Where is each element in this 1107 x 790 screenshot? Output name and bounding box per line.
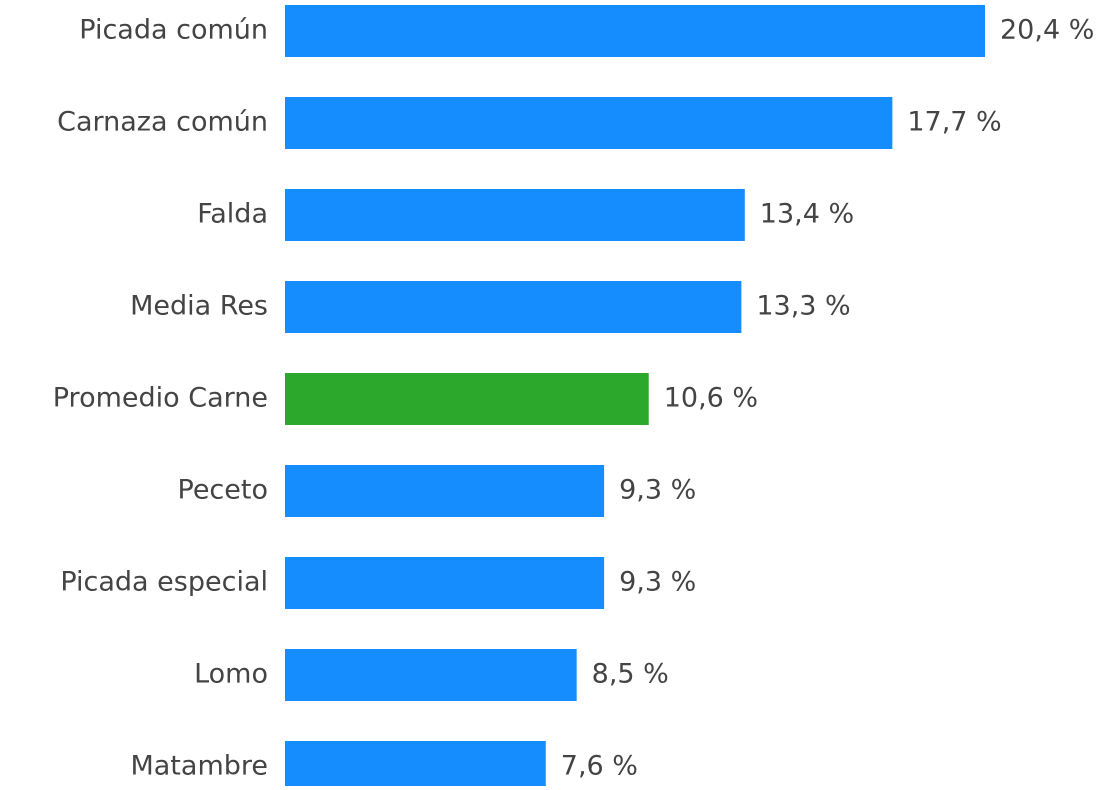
bar [285,649,577,701]
value-label: 13,3 % [756,291,850,322]
bar [285,557,605,609]
value-label: 9,3 % [619,475,696,506]
value-label: 9,3 % [619,567,696,598]
bar [285,373,649,425]
value-label: 8,5 % [592,659,669,690]
category-label: Media Res [130,291,268,322]
bar [285,741,546,790]
bar [285,189,745,241]
category-label: Promedio Carne [53,383,268,414]
bar [285,281,742,333]
value-label: 10,6 % [664,383,758,414]
value-label: 7,6 % [561,751,638,782]
category-label: Picada especial [60,567,268,598]
bar [285,97,893,149]
value-label: 13,4 % [760,199,854,230]
value-label: 17,7 % [907,107,1001,138]
bar [285,465,605,517]
category-label: Carnaza común [57,107,268,138]
value-label: 20,4 % [1000,15,1094,46]
category-label: Falda [197,199,268,230]
category-label: Matambre [130,751,268,782]
bar [285,5,985,57]
category-label: Picada común [79,15,268,46]
category-label: Peceto [178,475,269,506]
category-label: Lomo [194,659,268,690]
